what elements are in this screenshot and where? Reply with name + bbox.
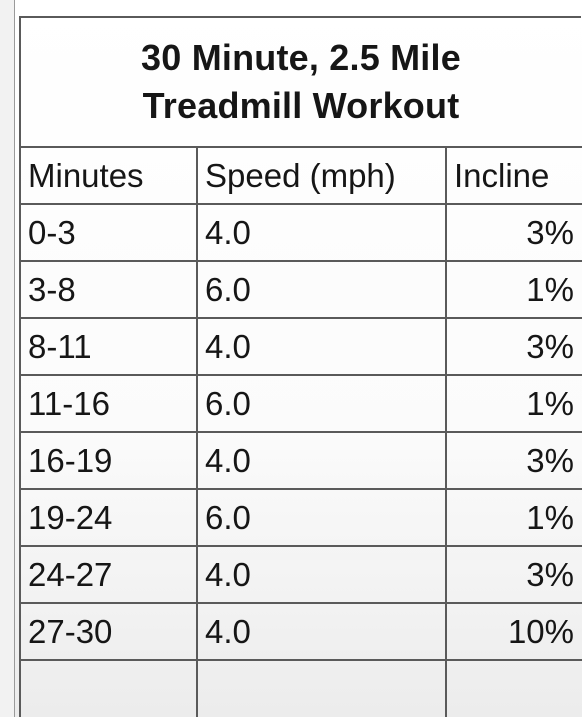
sheet-left-edge: [0, 0, 15, 717]
cell-incline[interactable]: 3%: [445, 203, 582, 262]
table-row: 24-27 4.0 3%: [19, 545, 582, 604]
cell-incline[interactable]: 10%: [445, 602, 582, 661]
empty-row: [19, 659, 582, 717]
cell-speed[interactable]: 4.0: [196, 317, 447, 376]
cell-incline[interactable]: 3%: [445, 317, 582, 376]
table-row: 16-19 4.0 3%: [19, 431, 582, 490]
title-line-2: Treadmill Workout: [142, 85, 460, 126]
table-row: 19-24 6.0 1%: [19, 488, 582, 547]
cell-minutes[interactable]: 24-27: [19, 545, 198, 604]
table-row: 11-16 6.0 1%: [19, 374, 582, 433]
cell-incline[interactable]: 3%: [445, 545, 582, 604]
cell-speed[interactable]: 6.0: [196, 488, 447, 547]
cell-incline[interactable]: 1%: [445, 260, 582, 319]
cell-minutes[interactable]: 27-30: [19, 602, 198, 661]
table-row: 27-30 4.0 10%: [19, 602, 582, 661]
workout-table: Minutes Speed (mph) Incline 0-3 4.0 3% 3…: [19, 146, 582, 717]
header-speed[interactable]: Speed (mph): [196, 146, 447, 205]
empty-cell[interactable]: [19, 659, 198, 717]
cell-speed[interactable]: 4.0: [196, 203, 447, 262]
cell-speed[interactable]: 6.0: [196, 260, 447, 319]
header-incline[interactable]: Incline: [445, 146, 582, 205]
cell-minutes[interactable]: 11-16: [19, 374, 198, 433]
header-minutes[interactable]: Minutes: [19, 146, 198, 205]
cell-speed[interactable]: 4.0: [196, 545, 447, 604]
cell-minutes[interactable]: 16-19: [19, 431, 198, 490]
cell-minutes[interactable]: 8-11: [19, 317, 198, 376]
header-row: Minutes Speed (mph) Incline: [19, 146, 582, 205]
table-row: 0-3 4.0 3%: [19, 203, 582, 262]
table-row: 8-11 4.0 3%: [19, 317, 582, 376]
cell-minutes[interactable]: 0-3: [19, 203, 198, 262]
title-line-1: 30 Minute, 2.5 Mile: [141, 37, 461, 78]
empty-cell[interactable]: [445, 659, 582, 717]
table-row: 3-8 6.0 1%: [19, 260, 582, 319]
cell-speed[interactable]: 4.0: [196, 602, 447, 661]
cell-minutes[interactable]: 19-24: [19, 488, 198, 547]
cell-incline[interactable]: 3%: [445, 431, 582, 490]
cell-speed[interactable]: 4.0: [196, 431, 447, 490]
title-cell[interactable]: 30 Minute, 2.5 Mile Treadmill Workout: [19, 16, 581, 146]
cell-incline[interactable]: 1%: [445, 374, 582, 433]
cell-minutes[interactable]: 3-8: [19, 260, 198, 319]
empty-cell[interactable]: [196, 659, 447, 717]
cell-incline[interactable]: 1%: [445, 488, 582, 547]
cell-speed[interactable]: 6.0: [196, 374, 447, 433]
